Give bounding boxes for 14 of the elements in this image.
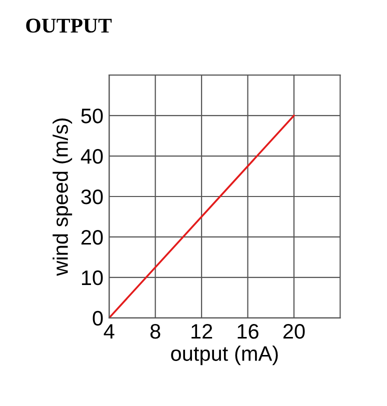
y-axis-title: wind speed (m/s): [52, 118, 72, 276]
x-axis-title: output (mA): [171, 346, 278, 366]
y-tick-label: 40: [80, 149, 103, 164]
x-tick-label: 20: [283, 324, 305, 339]
y-tick-label: 20: [81, 230, 103, 245]
x-tick-label: 8: [150, 324, 160, 339]
y-tick-label: 0: [92, 310, 103, 326]
chart-title: OUTPUT: [26, 18, 112, 33]
y-tick-label: 50: [81, 108, 103, 124]
x-tick-label: 12: [192, 324, 212, 339]
x-tick-label: 16: [238, 324, 258, 339]
x-tick-label: 4: [104, 324, 114, 339]
y-tick-label: 10: [82, 270, 103, 286]
y-tick-label: 30: [81, 190, 103, 204]
